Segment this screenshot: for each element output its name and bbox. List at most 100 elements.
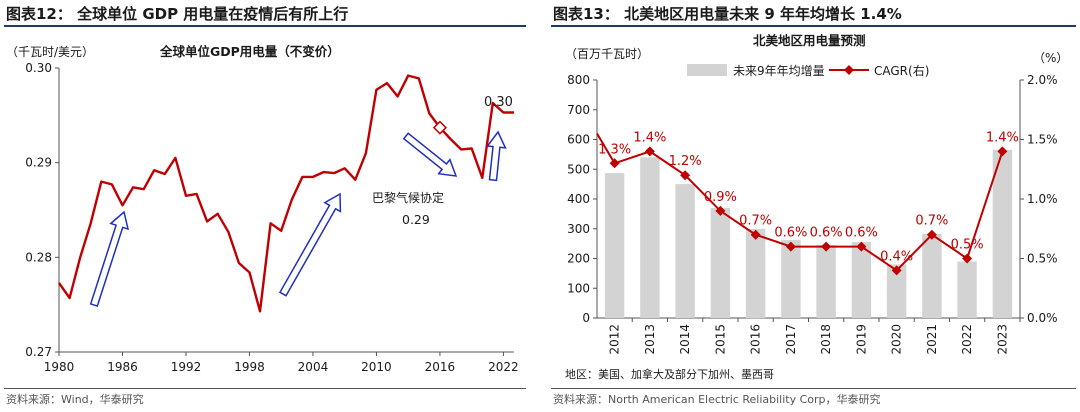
right-bar [745,228,766,319]
left-x-tick-label: 2004 [298,360,329,374]
left-arrow-down-icon [402,132,458,177]
legend-bar-label: 未来9年年均增量 [733,64,825,78]
right-source-rule [551,388,1076,389]
right-cagr-data-label: 1.4% [633,130,666,145]
right-cagr-data-label: 1.4% [986,130,1019,145]
right-cagr-marker [997,146,1008,157]
right-cagr-data-label: 0.5% [951,238,984,253]
legend-line-marker [844,65,854,75]
right-cagr-data-label: 1.2% [669,154,702,169]
left-x-tick-label: 1992 [171,360,202,374]
right-axes: 0 100 200 300 400 500 600 700 800 0.0% 0.5% 1.0% 1.5… [567,73,1057,355]
right-source: 资料来源：North American Electric Reliability… [553,393,881,406]
right-x-tick-label: 2012 [608,324,622,355]
left-x-tick-label: 2016 [425,360,456,374]
right-bar [957,261,977,318]
right-x-tick-label: 2018 [819,324,833,355]
right-bar [675,184,695,318]
left-annotation-latest: 0.30 [484,95,513,110]
right-y-right-tick-label: 1.5% [1027,133,1058,147]
left-annotation-paris: 巴黎气候协定 [372,190,444,205]
left-x-tick-label: 2022 [488,360,519,374]
right-x-tick-label: 2019 [854,324,868,355]
right-footnote: 地区：美国、加拿大及部分下加州、墨西哥 [565,367,774,381]
left-figure-panel: 图表12： 全球单位 GDP 用电量在疫情后有所上行 全球单位GDP用电量（不变… [0,0,530,412]
right-figure-title: 图表13： 北美地区用电量未来 9 年年均增长 1.4% [553,5,902,23]
right-chart: 北美地区用电量预测 （百万千瓦时） （%） 未来9年年均增量 CAGR(右) 0… [565,33,1068,381]
left-y-tick-label: 0.28 [25,250,52,264]
left-x-tick-label: 1998 [234,360,265,374]
right-y-right-tick-label: 2.0% [1027,73,1058,87]
right-x-tick-label: 2022 [960,324,974,355]
right-bar [886,264,907,318]
right-y-axis-label-right: （%） [1033,51,1068,65]
left-x-tick-label: 1980 [44,360,75,374]
right-cagr-data-label: 0.6% [845,226,878,241]
left-series-line [58,74,514,313]
right-x-tick-label: 2021 [925,324,939,355]
left-arrow-up-icon [89,210,130,308]
left-y-tick-label: 0.27 [25,345,52,359]
right-cagr-marker [680,170,691,181]
right-bars [604,149,1013,319]
right-x-tick-label: 2020 [890,324,904,355]
right-bar [851,242,872,318]
right-bar [604,173,625,318]
right-x-tick-label: 2014 [678,324,692,355]
left-trend-arrows [89,130,507,308]
right-bar [710,207,731,318]
right-y-left-tick-label: 500 [567,162,590,176]
left-y-axis-label: （千瓦时/美元） [6,45,94,59]
right-figure-panel: 图表13： 北美地区用电量未来 9 年年均增长 1.4% 北美地区用电量预测 （… [547,0,1080,412]
right-cagr-data-label: 0.7% [915,214,948,229]
right-cagr-marker [821,241,832,252]
right-cagr-marker [750,229,761,240]
left-x-tick-label: 2010 [361,360,392,374]
right-x-tick-label: 2016 [749,324,763,355]
right-cagr-marker [926,229,937,240]
right-bar [816,245,836,318]
left-paris-marker [432,120,447,135]
right-bar [922,233,942,318]
left-y-tick-label: 0.30 [25,61,52,75]
left-chart-title: 全球单位GDP用电量（不变价） [159,44,340,59]
legend-bar-swatch [687,64,727,76]
right-cagr-marker [715,205,726,216]
left-y-tick-label: 0.29 [25,156,52,170]
left-arrow-up-icon [486,130,507,182]
right-y-right-tick-label: 0.5% [1027,252,1058,266]
right-cagr-data-label: 0.6% [810,226,843,241]
right-y-left-tick-label: 200 [567,252,590,266]
right-y-left-tick-label: 600 [567,133,590,147]
right-x-tick-label: 2015 [713,324,727,355]
right-x-tick-label: 2013 [643,324,657,355]
right-y-left-tick-label: 100 [567,281,590,295]
right-cagr-data-label: 0.4% [880,249,913,264]
left-arrow-up-icon [278,192,342,297]
left-chart: 全球单位GDP用电量（不变价） （千瓦时/美元） 0.27 0.28 0.29 0.3… [6,44,519,374]
right-bar [992,149,1013,318]
left-axes: 0.27 0.28 0.29 0.30 1980 1986 1992 1998 2004 2010… [25,61,518,374]
right-cagr-data-label: 0.9% [704,190,737,205]
right-title-rule [551,25,1076,27]
left-source-rule [4,388,526,389]
right-y-left-tick-label: 700 [567,103,590,117]
right-y-axis-label-left: （百万千瓦时） [565,47,649,61]
right-y-left-tick-label: 400 [567,192,590,206]
right-x-tick-label: 2017 [784,324,798,355]
right-bar [781,240,801,318]
right-cagr-marker [609,158,620,169]
left-x-tick-label: 1986 [107,360,138,374]
right-cagr-marker [856,241,867,252]
right-cagr-data-label: 0.7% [739,214,772,229]
right-cagr-marker [891,265,902,276]
right-cagr-data-label: 1.3% [598,142,631,157]
right-cagr-marker [644,146,655,157]
right-y-right-tick-label: 0.0% [1027,311,1058,325]
left-title-rule [4,25,526,27]
right-y-left-tick-label: 0 [582,311,590,325]
right-cagr-marker [962,253,973,264]
right-cagr-series: 1.3%1.4%1.2%0.9%0.7%0.6% 0.6% 0.6%0.4%0.7%… [596,130,1019,276]
right-cagr-data-label: 0.6% [774,226,807,241]
right-y-right-tick-label: 1.0% [1027,192,1058,206]
